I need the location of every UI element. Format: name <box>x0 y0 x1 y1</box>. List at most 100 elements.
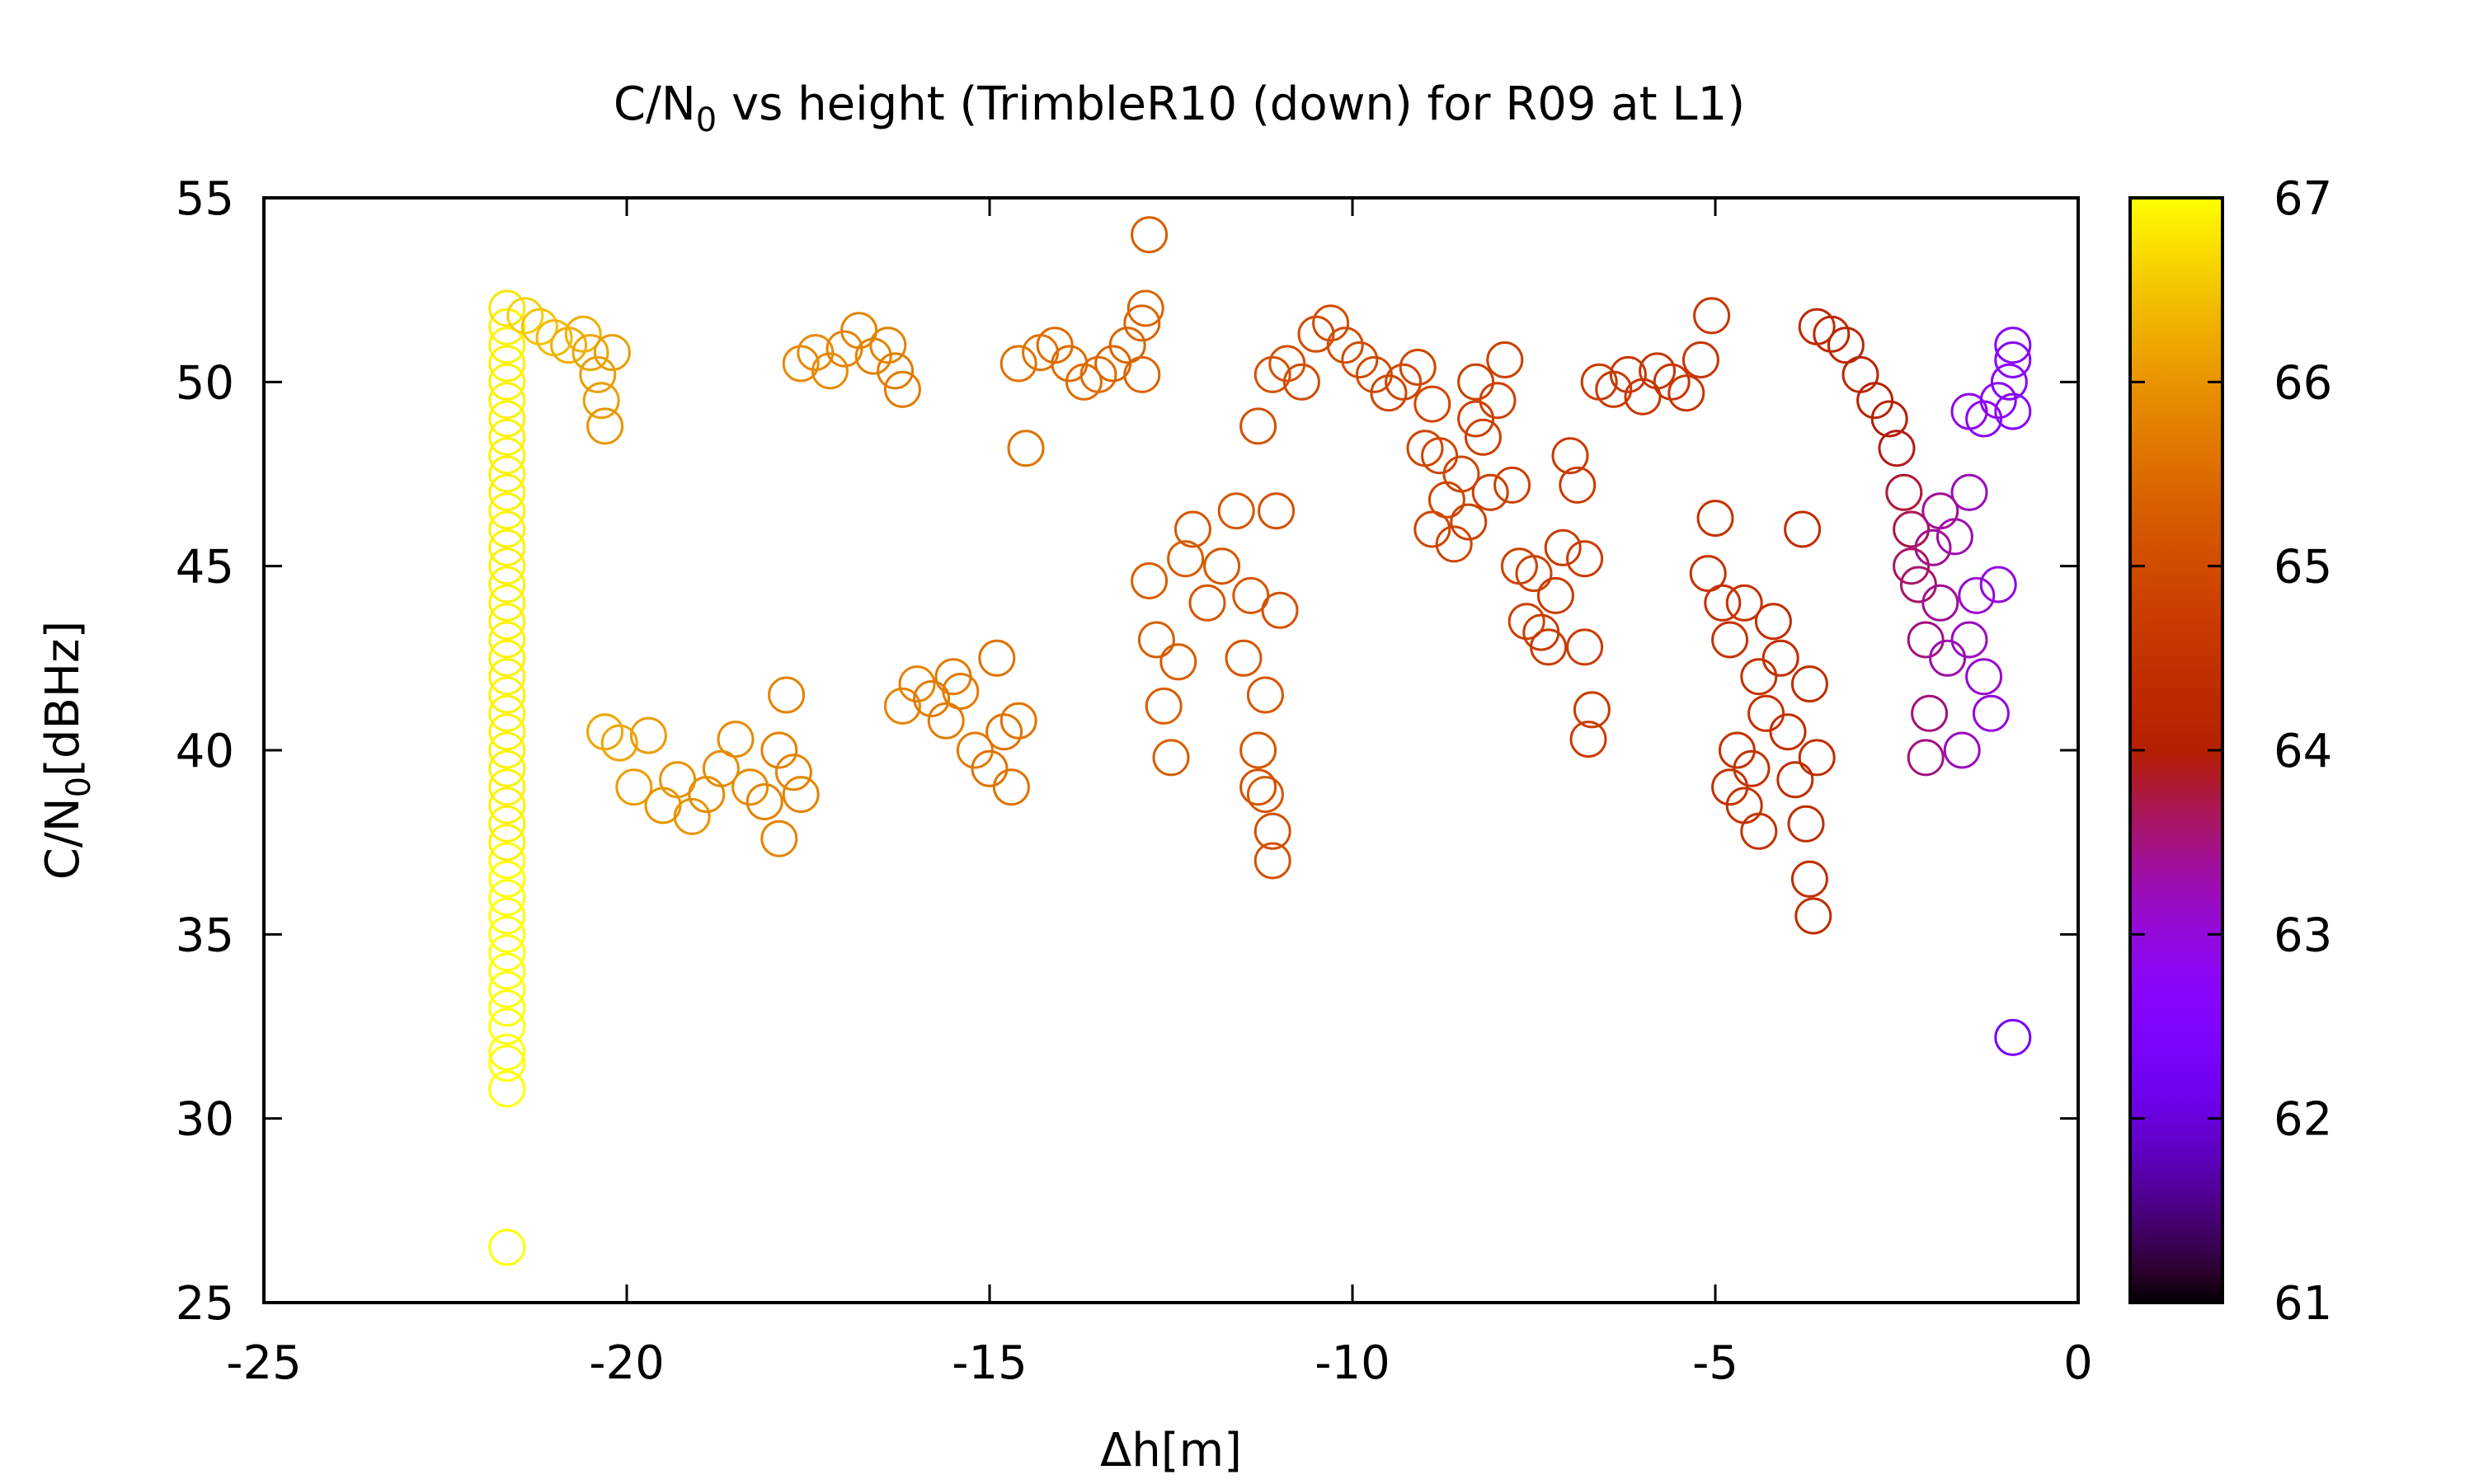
data-point <box>1878 430 1916 467</box>
data-point <box>1569 721 1607 758</box>
data-point <box>717 721 755 758</box>
data-point <box>488 308 526 345</box>
data-point <box>1479 382 1517 420</box>
data-point <box>1681 341 1719 378</box>
data-point <box>1747 694 1785 732</box>
data-point <box>488 639 526 677</box>
data-point <box>1711 768 1749 806</box>
data-point <box>992 768 1030 806</box>
data-point <box>550 326 588 364</box>
data-point <box>659 761 697 799</box>
data-point <box>488 787 526 824</box>
data-point <box>629 716 667 754</box>
data-point <box>1566 628 1604 666</box>
data-point <box>488 970 526 1008</box>
data-point <box>1761 639 1799 677</box>
y-tick-label: 50 <box>176 356 234 410</box>
data-point <box>1326 326 1364 364</box>
data-point <box>1935 518 1973 556</box>
data-point <box>978 639 1016 677</box>
data-point <box>1239 768 1277 806</box>
data-point <box>913 680 951 717</box>
data-point <box>1253 842 1291 880</box>
data-point <box>1769 713 1807 751</box>
data-point <box>488 345 526 383</box>
data-point <box>1885 473 1923 511</box>
data-point <box>582 382 620 420</box>
colorbar-tick-label: 63 <box>2274 909 2332 962</box>
data-point <box>934 658 972 696</box>
data-point <box>488 805 526 843</box>
data-point <box>1413 510 1451 548</box>
data-point <box>1450 503 1488 541</box>
data-point <box>1950 621 1988 659</box>
data-point <box>1609 355 1647 393</box>
data-point <box>1784 510 1822 548</box>
data-point <box>488 455 526 493</box>
chart-title: C/N0 vs height (TrimbleR10 (down) for R0… <box>614 77 1745 139</box>
data-point <box>593 334 631 372</box>
data-point <box>1653 363 1691 401</box>
data-point <box>811 352 849 390</box>
data-point <box>1217 492 1255 530</box>
data-point <box>488 1033 526 1071</box>
data-point <box>1385 363 1423 401</box>
data-point <box>1798 739 1836 777</box>
data-point <box>488 621 526 659</box>
data-point <box>1174 510 1211 548</box>
data-point <box>1282 363 1320 401</box>
data-point <box>1893 547 1931 585</box>
y-tick-label: 40 <box>176 725 234 778</box>
x-tick-label: -5 <box>1692 1336 1738 1390</box>
data-point <box>488 566 526 603</box>
data-point <box>1994 392 2032 430</box>
data-point <box>1950 473 1988 511</box>
data-point <box>797 334 835 372</box>
y-tick-label: 55 <box>176 172 234 226</box>
data-point <box>488 934 526 972</box>
data-point <box>869 326 907 364</box>
data-point <box>1740 812 1778 850</box>
data-point <box>971 749 1009 787</box>
data-point <box>488 731 526 769</box>
data-point <box>883 370 921 408</box>
x-tick-label: -10 <box>1315 1336 1390 1390</box>
data-point <box>1159 643 1197 681</box>
y-axis: 25 30 35 40 45 50 55 <box>176 172 2078 1331</box>
data-point <box>488 915 526 953</box>
data-point <box>488 749 526 787</box>
data-points <box>488 216 2032 1266</box>
data-point <box>1725 584 1763 622</box>
data-point <box>1268 345 1306 383</box>
data-point <box>488 437 526 475</box>
data-point <box>673 797 711 835</box>
data-point <box>1225 639 1263 677</box>
data-point <box>760 819 798 857</box>
data-point <box>1464 418 1502 456</box>
y-tick-label: 45 <box>176 541 234 594</box>
data-point <box>488 382 526 420</box>
x-axis-label: Δh[m] <box>1100 1424 1242 1477</box>
data-point <box>488 860 526 898</box>
data-point <box>1907 621 1945 659</box>
data-point <box>615 768 653 806</box>
y-tick-label: 25 <box>176 1277 234 1331</box>
data-point <box>825 330 863 368</box>
data-point <box>1696 500 1734 538</box>
data-point <box>702 749 740 787</box>
data-point <box>586 713 624 751</box>
data-point <box>1893 510 1931 548</box>
colorbar <box>2128 196 2224 1304</box>
data-point <box>1370 374 1408 412</box>
data-point <box>745 783 783 820</box>
data-point <box>1856 382 1894 420</box>
data-point <box>488 1045 526 1082</box>
data-point <box>1123 355 1161 393</box>
data-point <box>1827 326 1865 364</box>
data-point <box>488 658 526 696</box>
data-point <box>1870 400 1908 438</box>
data-point <box>1754 603 1792 641</box>
data-point <box>1079 355 1117 393</box>
data-point <box>488 528 526 566</box>
data-point <box>1261 591 1299 629</box>
